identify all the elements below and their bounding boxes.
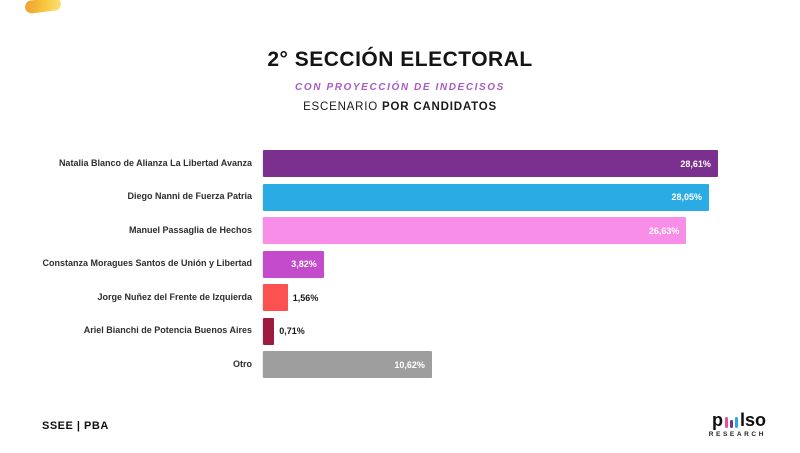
logo-wordmark: p lso	[709, 411, 766, 429]
value-label: 1,56%	[292, 292, 319, 303]
category-label: Ariel Bianchi de Potencia Buenos Aires	[83, 325, 252, 336]
category-label: Otro	[233, 358, 252, 369]
value-label: 3,82%	[291, 259, 317, 270]
value-label: 28,05%	[671, 192, 702, 203]
bar-chart: Natalia Blanco de Alianza La Libertad Av…	[0, 147, 740, 382]
bar-track: 28,61%	[262, 150, 740, 178]
bar-track: 28,05%	[262, 183, 740, 211]
bar-track: 3,82%	[262, 250, 740, 278]
page-title: 2° SECCIÓN ELECTORAL	[267, 48, 533, 71]
bar: 3,82%	[263, 250, 324, 278]
header: 2° SECCIÓN ELECTORAL CON PROYECCIÓN DE I…	[0, 48, 800, 113]
chart-row: Constanza Moragues Santos de Unión y Lib…	[0, 248, 740, 282]
bar: 28,61%	[263, 150, 718, 178]
brand-pill-icon	[24, 0, 62, 15]
chart-row: Natalia Blanco de Alianza La Libertad Av…	[0, 147, 740, 181]
value-label: 0,71%	[279, 326, 305, 337]
category-label: Manuel Passaglia de Hechos	[128, 224, 252, 235]
bar: 28,05%	[263, 183, 709, 211]
bar: 10,62%	[263, 351, 432, 379]
logo-letters-lso: lso	[739, 410, 766, 430]
source-label: SSEE | PBA	[42, 420, 109, 432]
bar: 26,63%	[263, 217, 687, 245]
category-label: Natalia Blanco de Alianza La Libertad Av…	[58, 157, 252, 168]
logo-bars-icon	[724, 417, 738, 428]
scenario-bold: POR CANDIDATOS	[382, 101, 497, 113]
bar-track: 26,63%	[262, 217, 740, 245]
chart-subtitle: CON PROYECCIÓN DE INDECISOS	[295, 82, 505, 93]
scenario-prefix: ESCENARIO	[303, 101, 378, 113]
category-label: Constanza Moragues Santos de Unión y Lib…	[42, 258, 252, 269]
pulso-research-logo: p lso RESEARCH	[709, 411, 766, 438]
bar-track: 1,56%	[262, 284, 740, 312]
category-label: Diego Nanni de Fuerza Patria	[127, 191, 252, 202]
bar	[263, 284, 288, 312]
value-label: 28,61%	[680, 158, 711, 169]
bar-track: 0,71%	[262, 317, 740, 345]
logo-letter-p: p	[711, 410, 723, 430]
bar	[263, 317, 275, 345]
bar-track: 10,62%	[262, 351, 740, 379]
chart-row: Manuel Passaglia de Hechos 26,63%	[0, 214, 740, 248]
value-label: 10,62%	[394, 359, 425, 370]
chart-row: Otro 10,62%	[0, 348, 740, 382]
scenario-line: ESCENARIO POR CANDIDATOS	[0, 101, 800, 113]
chart-row: Ariel Bianchi de Potencia Buenos Aires 0,…	[0, 315, 740, 349]
value-label: 26,63%	[648, 225, 680, 236]
category-label: Jorge Nuñez del Frente de Izquierda	[97, 291, 252, 302]
logo-research-label: RESEARCH	[708, 431, 766, 438]
chart-row: Diego Nanni de Fuerza Patria 28,05%	[0, 181, 740, 215]
chart-row: Jorge Nuñez del Frente de Izquierda 1,56%	[0, 281, 740, 315]
